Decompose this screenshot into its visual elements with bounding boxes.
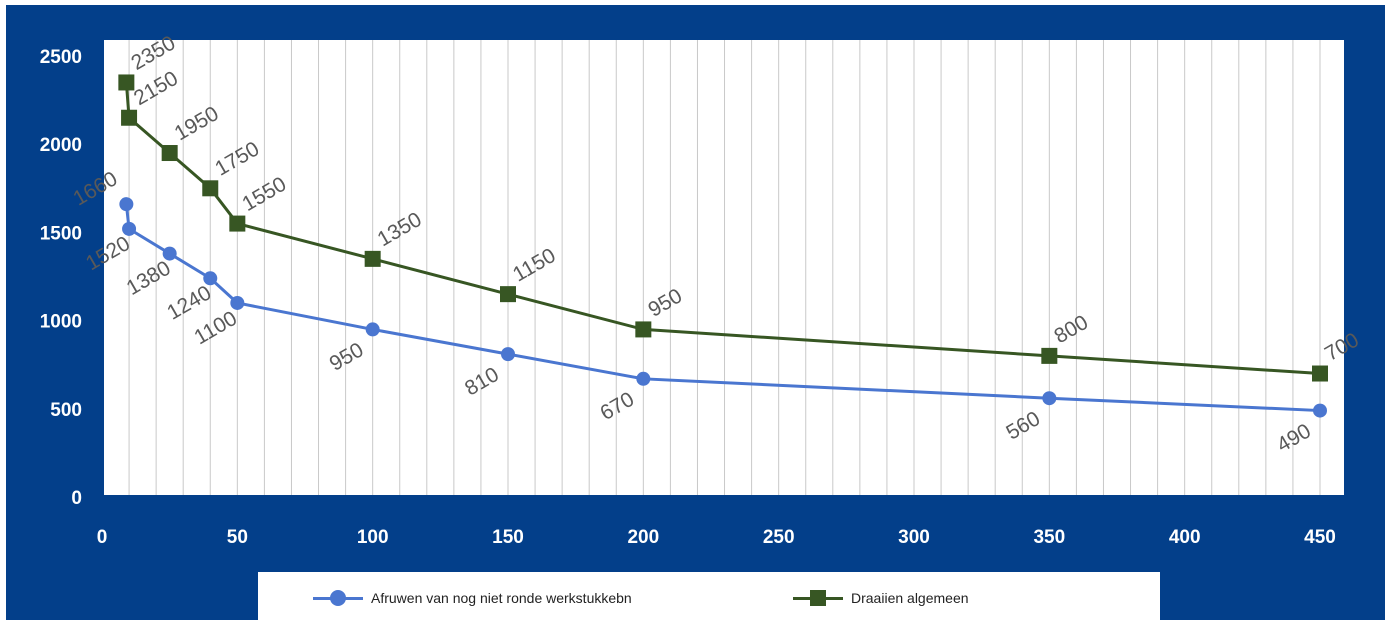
data-point xyxy=(229,215,246,232)
legend-swatch-marker xyxy=(810,590,826,606)
series-line-1 xyxy=(124,204,1321,413)
data-point xyxy=(636,371,651,386)
legend-item-series-2: Draaiien algemeen xyxy=(793,572,969,624)
data-point xyxy=(119,197,134,212)
data-point xyxy=(1313,403,1327,418)
y-tick-label: 0 xyxy=(71,488,82,509)
legend-label-series-1: Afruwen van nog niet ronde werkstukkebn xyxy=(371,590,632,606)
data-point xyxy=(500,286,516,303)
y-tick-label: 1500 xyxy=(40,223,82,244)
legend-label-series-2: Draaiien algemeen xyxy=(851,590,969,606)
data-point xyxy=(118,74,135,91)
data-point xyxy=(501,347,515,362)
x-tick-label: 250 xyxy=(763,527,795,548)
data-point xyxy=(635,321,652,338)
y-tick-label: 1000 xyxy=(40,312,82,333)
chart-frame: 0 50 100 150 200 250 300 350 400 450 0 500 1000 1500 2… xyxy=(6,5,1385,624)
data-point xyxy=(1312,365,1328,382)
y-tick-label: 500 xyxy=(50,400,82,421)
data-point xyxy=(230,295,245,310)
x-tick-label: 50 xyxy=(227,527,248,548)
y-tick-label: 2500 xyxy=(40,47,82,68)
data-series xyxy=(118,74,1328,418)
series-line-2 xyxy=(124,82,1321,376)
x-tick-label: 400 xyxy=(1169,527,1201,548)
data-point xyxy=(161,145,178,162)
x-tick-label: 450 xyxy=(1304,527,1336,548)
data-point xyxy=(162,246,177,261)
x-tick-label: 150 xyxy=(492,527,524,548)
data-point xyxy=(365,322,380,337)
data-point xyxy=(202,180,219,197)
grid-lines xyxy=(128,40,1321,495)
data-point xyxy=(1041,347,1058,364)
data-point xyxy=(122,221,137,236)
x-tick-label: 200 xyxy=(627,527,659,548)
legend-item-series-1: Afruwen van nog niet ronde werkstukkebn xyxy=(313,572,632,624)
x-tick-label: 350 xyxy=(1033,527,1065,548)
x-tick-label: 300 xyxy=(898,527,930,548)
y-tick-label: 2000 xyxy=(40,135,82,156)
plot-area xyxy=(104,40,1344,495)
legend-swatch-marker xyxy=(330,590,346,606)
line-chart: 0 50 100 150 200 250 300 350 400 450 0 500 1000 1500 2… xyxy=(40,32,1363,548)
axes: 0 50 100 150 200 250 300 350 400 450 0 500 1000 1500 2… xyxy=(40,47,1336,548)
legend: Afruwen van nog niet ronde werkstukkebn … xyxy=(258,572,1160,624)
x-tick-label: 100 xyxy=(357,527,389,548)
data-point xyxy=(203,271,218,286)
x-tick-label: 0 xyxy=(97,527,108,548)
legend-swatch-square xyxy=(793,588,843,608)
data-point xyxy=(364,250,381,267)
data-point xyxy=(1042,391,1057,406)
legend-swatch-circle xyxy=(313,588,363,608)
data-point xyxy=(121,109,138,126)
